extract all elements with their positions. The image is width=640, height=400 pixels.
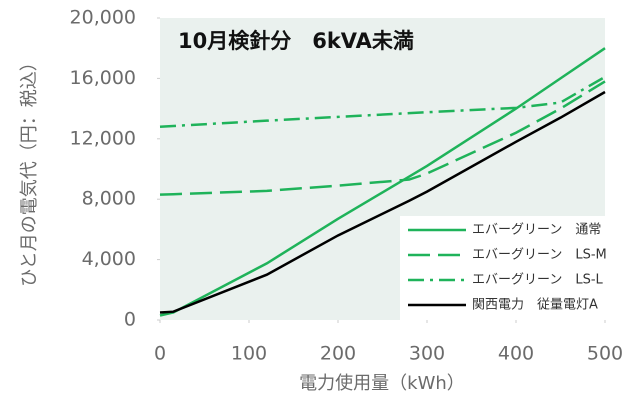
- y-tick-label: 8,000: [82, 188, 136, 210]
- series-line: [159, 80, 606, 196]
- x-tick-label: 100: [231, 343, 267, 365]
- y-tick-label: 16,000: [70, 67, 136, 89]
- y-axis-label: ひと月の電気代（円：税込）: [19, 53, 40, 286]
- x-tick-label: 0: [154, 343, 166, 365]
- x-tick-label: 400: [498, 343, 534, 365]
- y-tick-label: 0: [124, 309, 136, 331]
- x-tick-label: 500: [587, 343, 623, 365]
- legend-label: エバーグリーン LS-M: [472, 248, 607, 263]
- series-line: [159, 47, 606, 317]
- y-tick-label: 20,000: [70, 7, 136, 29]
- legend-label: 関西電力 従量電灯A: [472, 298, 598, 313]
- legend-label: エバーグリーン LS-L: [472, 273, 604, 288]
- series-line: [159, 75, 606, 128]
- legend-box: [400, 216, 605, 320]
- legend-label: エバーグリーン 通常: [472, 223, 601, 238]
- x-tick-label: 300: [409, 343, 445, 365]
- y-tick-label: 4,000: [82, 248, 136, 270]
- chart-title: 10月検針分 6kVA未満: [178, 29, 414, 53]
- x-tick-label: 200: [320, 343, 356, 365]
- x-axis-label: 電力使用量（kWh）: [299, 373, 465, 394]
- series-line: [159, 90, 606, 314]
- y-tick-label: 12,000: [70, 127, 136, 149]
